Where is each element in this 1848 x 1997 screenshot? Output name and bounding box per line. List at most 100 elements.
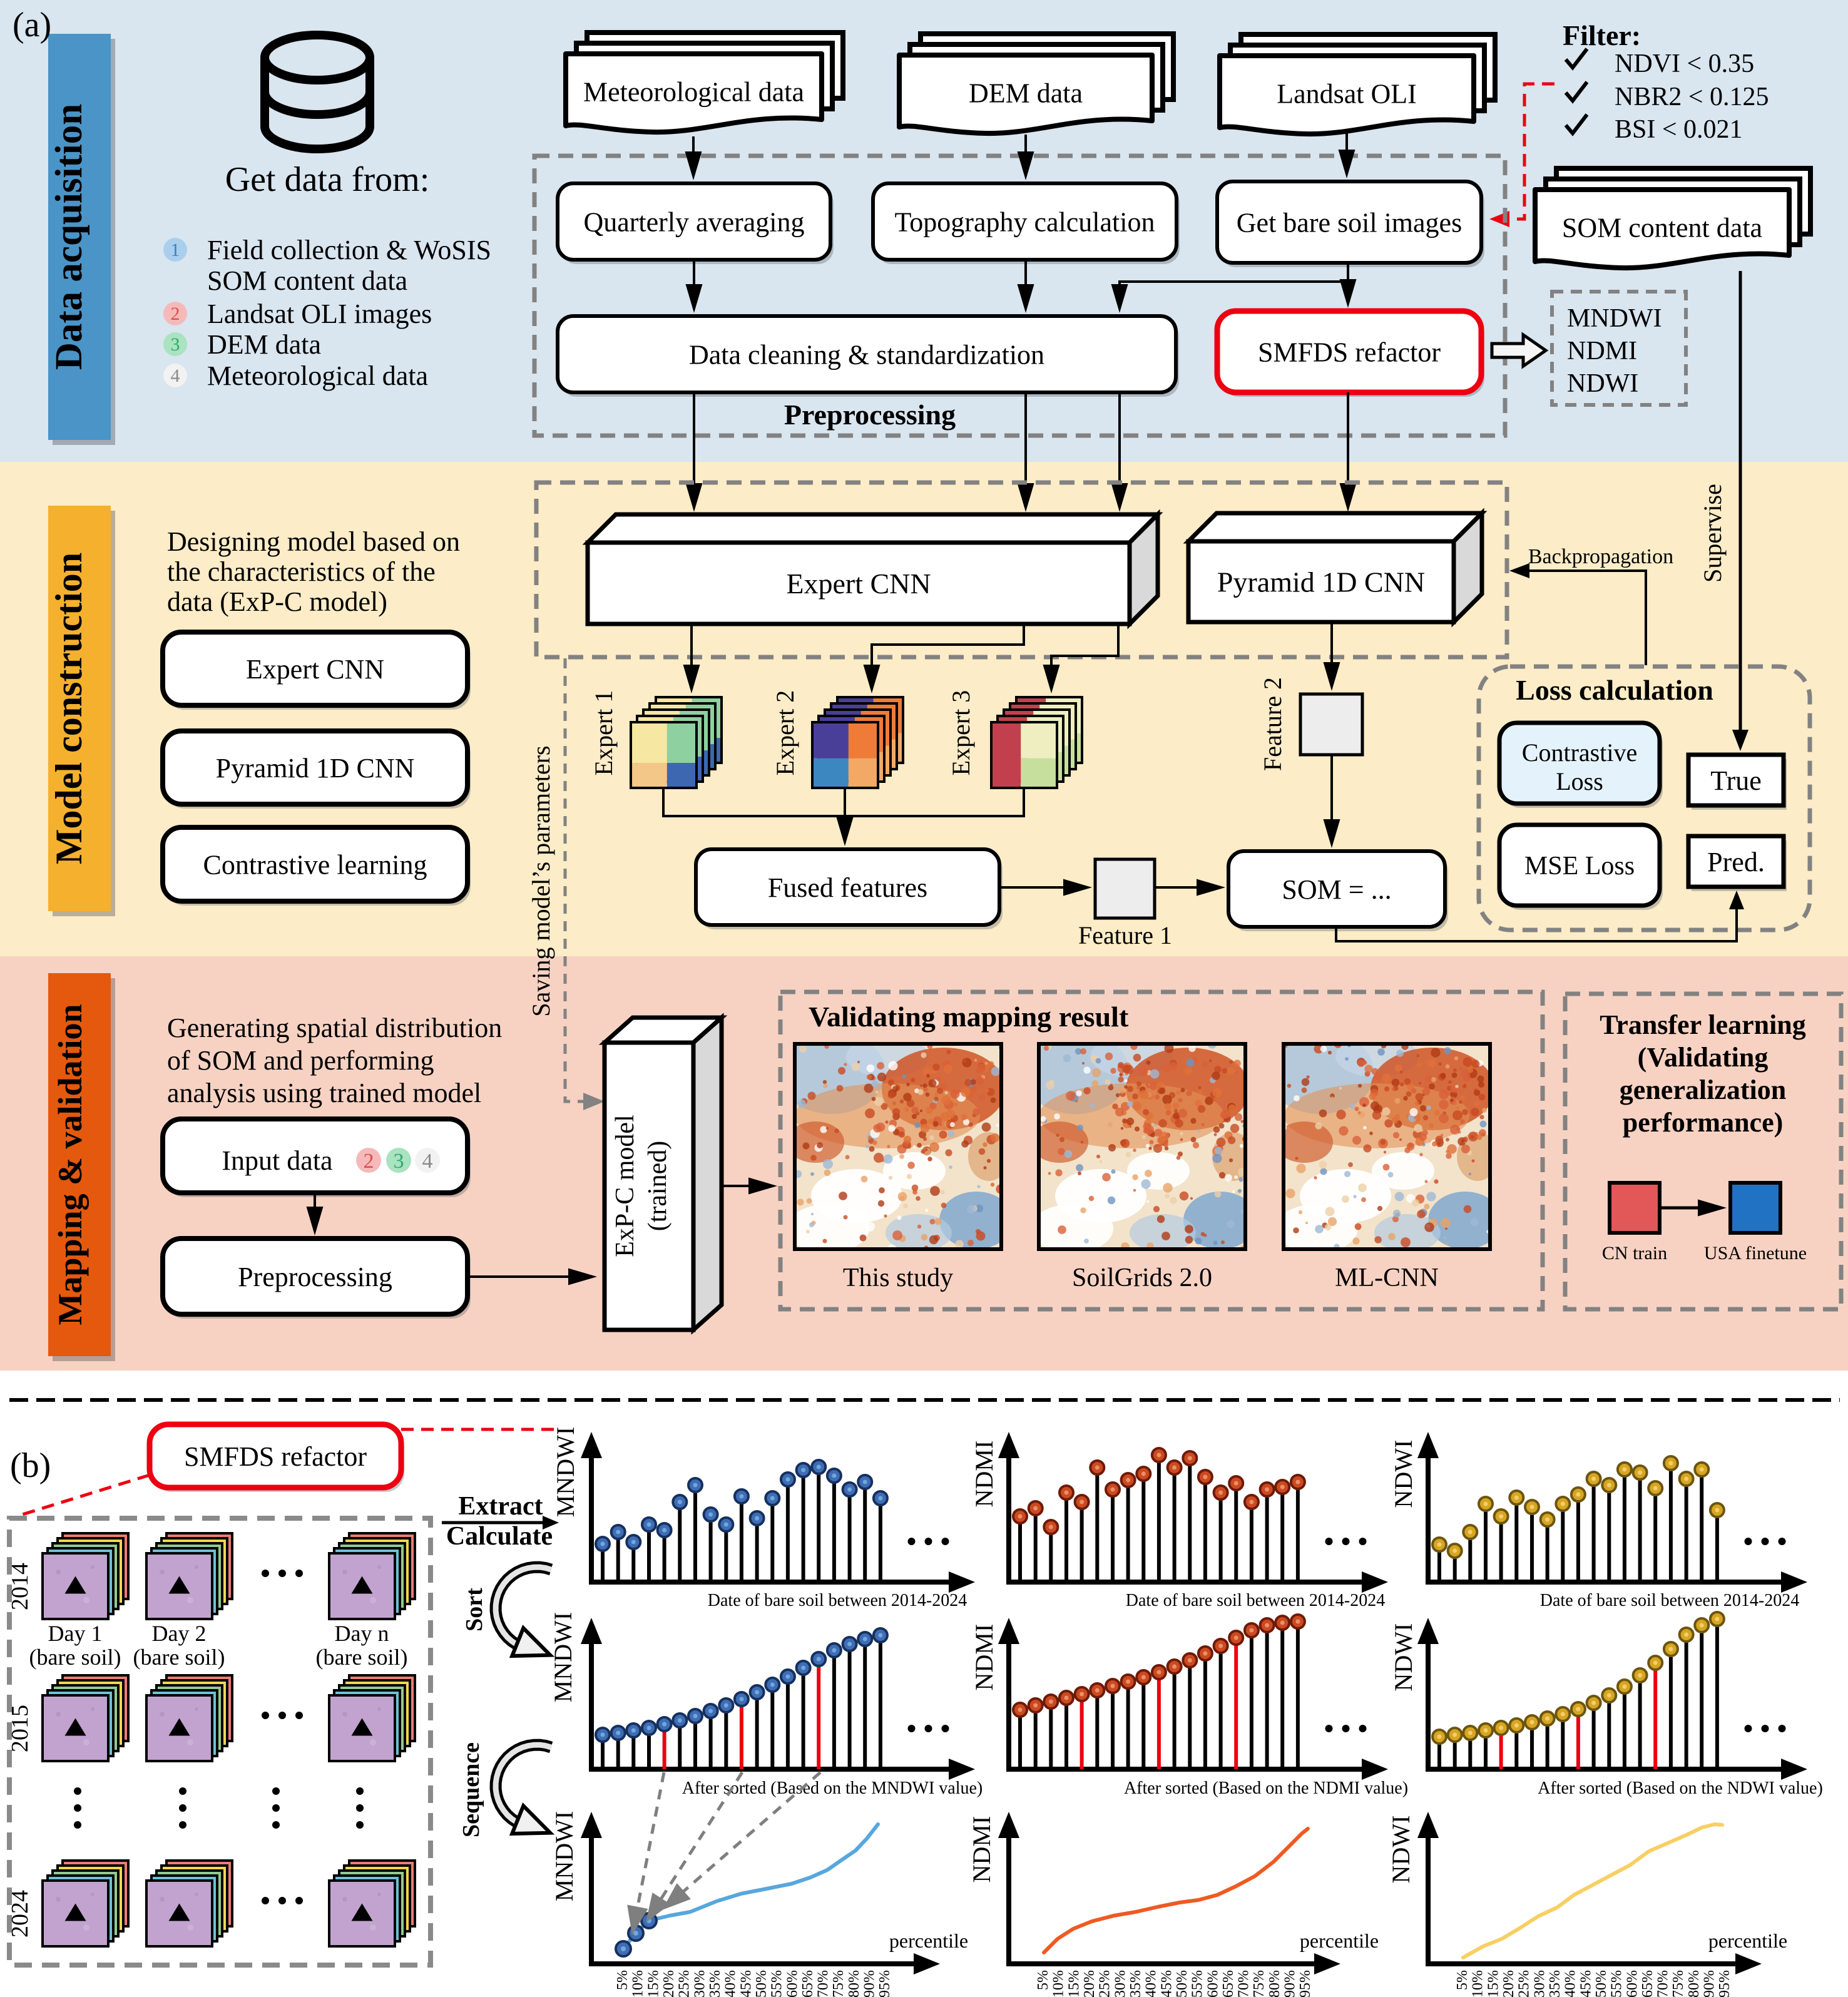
svg-text:Filter:: Filter:: [1563, 19, 1641, 51]
svg-text:55%: 55%: [1190, 1970, 1206, 1997]
svg-text:This study: This study: [843, 1264, 953, 1292]
svg-text:DEM data: DEM data: [969, 78, 1083, 109]
svg-text:Generating spatial distributio: Generating spatial distribution: [167, 1013, 502, 1043]
svg-text:(trained): (trained): [643, 1141, 672, 1232]
svg-text:MNDWI: MNDWI: [550, 1811, 578, 1901]
svg-text:Landsat OLI images: Landsat OLI images: [207, 299, 432, 329]
svg-text:ML-CNN: ML-CNN: [1335, 1264, 1439, 1292]
svg-text:45%: 45%: [738, 1970, 754, 1997]
svg-text:Contrastive: Contrastive: [1522, 738, 1637, 767]
svg-text:Day 1: Day 1: [48, 1621, 103, 1646]
svg-text:generalization: generalization: [1620, 1075, 1786, 1105]
svg-text:90%: 90%: [1702, 1970, 1718, 1997]
svg-text:Expert CNN: Expert CNN: [246, 654, 384, 685]
svg-text:Date of bare soil between 2014: Date of bare soil between 2014-2024: [708, 1591, 967, 1610]
svg-text:BSI < 0.021: BSI < 0.021: [1615, 115, 1743, 144]
svg-text:5%: 5%: [615, 1970, 631, 1990]
svg-text:NDVI < 0.35: NDVI < 0.35: [1615, 49, 1754, 78]
svg-text:Transfer learning: Transfer learning: [1600, 1009, 1806, 1040]
svg-text:NDWI: NDWI: [1389, 1623, 1417, 1692]
svg-text:SOM = ...: SOM = ...: [1282, 874, 1391, 905]
svg-text:Date of bare soil between 2014: Date of bare soil between 2014-2024: [1540, 1591, 1799, 1610]
svg-text:Meteorological data: Meteorological data: [207, 360, 428, 391]
svg-text:SOM content data: SOM content data: [1562, 213, 1762, 243]
svg-text:Data cleaning & standardizatio: Data cleaning & standardization: [689, 339, 1044, 370]
svg-text:95%: 95%: [1717, 1970, 1733, 1997]
svg-text:Landsat OLI: Landsat OLI: [1277, 79, 1417, 110]
svg-text:performance): performance): [1623, 1107, 1784, 1138]
svg-text:NBR2 < 0.125: NBR2 < 0.125: [1615, 83, 1769, 111]
svg-text:Designing model based on: Designing model based on: [167, 526, 460, 557]
svg-text:55%: 55%: [769, 1970, 785, 1997]
svg-text:Supervise: Supervise: [1698, 484, 1727, 583]
svg-text:4: 4: [422, 1150, 433, 1173]
svg-text:percentile: percentile: [1300, 1929, 1379, 1952]
svg-text:percentile: percentile: [889, 1929, 968, 1952]
svg-text:75%: 75%: [1670, 1970, 1687, 1997]
svg-text:90%: 90%: [862, 1970, 878, 1997]
svg-text:Validating mapping result: Validating mapping result: [809, 1001, 1129, 1033]
svg-text:Expert 3: Expert 3: [947, 690, 975, 776]
svg-text:10%: 10%: [630, 1970, 646, 1997]
svg-text:20%: 20%: [1501, 1970, 1517, 1997]
svg-text:30%: 30%: [692, 1970, 708, 1997]
svg-text:NDMI: NDMI: [970, 1624, 998, 1691]
svg-text:4: 4: [171, 365, 180, 386]
svg-text:Preprocessing: Preprocessing: [238, 1262, 392, 1292]
svg-text:Date of bare soil between 2014: Date of bare soil between 2014-2024: [1126, 1591, 1385, 1610]
svg-text:NDWI: NDWI: [1389, 1440, 1417, 1508]
svg-text:USA finetune: USA finetune: [1704, 1243, 1807, 1264]
svg-text:(bare soil): (bare soil): [133, 1645, 225, 1670]
svg-text:50%: 50%: [753, 1970, 770, 1997]
svg-text:percentile: percentile: [1708, 1929, 1787, 1952]
svg-text:Input data: Input data: [222, 1145, 332, 1176]
svg-text:DEM data: DEM data: [207, 329, 321, 360]
svg-text:NDMI: NDMI: [1567, 337, 1637, 365]
svg-text:70%: 70%: [1236, 1970, 1252, 1997]
svg-text:2: 2: [364, 1150, 374, 1173]
svg-text:Expert 1: Expert 1: [590, 690, 618, 776]
svg-text:Loss calculation: Loss calculation: [1516, 674, 1713, 706]
svg-text:40%: 40%: [723, 1970, 739, 1997]
svg-text:Data acquisition: Data acquisition: [48, 104, 90, 370]
svg-text:(b): (b): [10, 1446, 51, 1485]
svg-text:30%: 30%: [1531, 1970, 1548, 1997]
svg-text:Sort: Sort: [461, 1588, 488, 1632]
svg-text:After sorted (Based on the NDW: After sorted (Based on the NDWI value): [1538, 1779, 1823, 1798]
svg-text:10%: 10%: [1051, 1970, 1067, 1997]
svg-text:Quarterly averaging: Quarterly averaging: [583, 207, 804, 237]
svg-text:Model construction: Model construction: [48, 553, 89, 864]
svg-text:of SOM and performing: of SOM and performing: [167, 1045, 434, 1076]
svg-text:Expert CNN: Expert CNN: [786, 568, 931, 600]
svg-text:30%: 30%: [1112, 1970, 1128, 1997]
svg-text:60%: 60%: [1624, 1970, 1640, 1997]
svg-text:Pyramid 1D CNN: Pyramid 1D CNN: [1217, 566, 1425, 598]
svg-text:20%: 20%: [661, 1970, 677, 1997]
svg-text:45%: 45%: [1158, 1970, 1175, 1997]
svg-text:10%: 10%: [1470, 1970, 1486, 1997]
svg-text:Expert 2: Expert 2: [771, 690, 799, 776]
svg-text:15%: 15%: [1066, 1970, 1082, 1997]
svg-text:20%: 20%: [1081, 1970, 1098, 1997]
svg-text:25%: 25%: [676, 1970, 693, 1997]
svg-text:2: 2: [171, 304, 180, 324]
svg-text:Topography calculation: Topography calculation: [894, 207, 1155, 237]
svg-text:Extract: Extract: [458, 1492, 543, 1521]
svg-text:25%: 25%: [1516, 1970, 1533, 1997]
svg-text:5%: 5%: [1454, 1970, 1471, 1990]
svg-text:95%: 95%: [877, 1970, 893, 1997]
svg-text:NDMI: NDMI: [967, 1816, 996, 1883]
svg-text:MNDWI: MNDWI: [551, 1427, 579, 1517]
svg-text:Calculate: Calculate: [446, 1522, 553, 1551]
svg-text:SOM content data: SOM content data: [207, 265, 407, 296]
svg-text:MSE Loss: MSE Loss: [1524, 852, 1635, 881]
svg-text:25%: 25%: [1097, 1970, 1113, 1997]
svg-text:(bare soil): (bare soil): [316, 1645, 408, 1670]
svg-text:80%: 80%: [1686, 1970, 1702, 1997]
svg-text:15%: 15%: [645, 1970, 661, 1997]
svg-text:1: 1: [171, 240, 180, 260]
svg-text:(a): (a): [13, 6, 51, 44]
svg-text:Pyramid 1D CNN: Pyramid 1D CNN: [216, 753, 415, 784]
svg-text:75%: 75%: [830, 1970, 847, 1997]
svg-text:Get bare soil images: Get bare soil images: [1237, 207, 1462, 238]
